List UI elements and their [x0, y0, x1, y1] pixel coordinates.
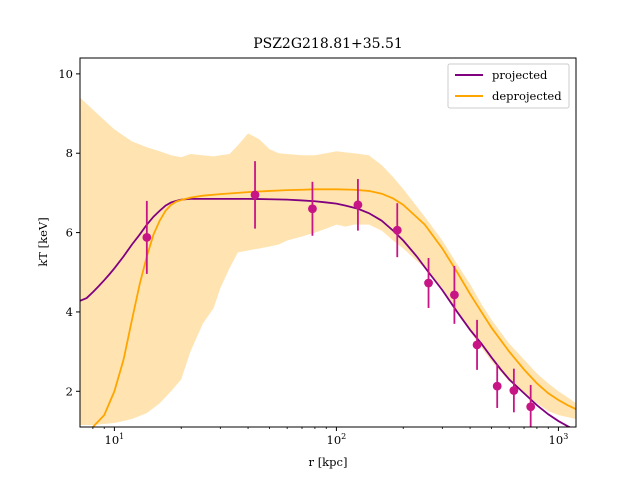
y-tick-label: 4 [66, 305, 73, 319]
data-point [250, 190, 260, 200]
data-point [492, 381, 502, 391]
series-line-projected [80, 197, 572, 427]
data-point [308, 204, 317, 214]
x-tick-label: 102 [327, 432, 347, 447]
data-point [526, 402, 536, 412]
x-tick-label: 101 [105, 432, 125, 447]
series-line-deprojected [91, 188, 576, 427]
data-point [392, 225, 402, 235]
x-tick-label: 103 [549, 432, 569, 447]
data-point [424, 278, 433, 288]
y-tick-label: 10 [58, 67, 73, 81]
data-point [142, 232, 152, 242]
chart-title: PSZ2G218.81+35.51 [253, 36, 403, 52]
data-point [450, 290, 459, 300]
deprojected-band [80, 97, 576, 426]
legend-label-deprojected: deprojected [492, 89, 562, 103]
y-tick-label: 2 [66, 384, 73, 398]
plot-layer [80, 97, 576, 427]
data-point [509, 386, 519, 395]
y-tick-label: 8 [66, 146, 73, 160]
plot-background [80, 58, 576, 427]
data-point [472, 340, 482, 350]
y-axis-label: kT [keV] [36, 217, 50, 266]
legend-label-projected: projected [492, 68, 548, 82]
axes-layer: 101 102 103 2 4 6 8 10 [58, 67, 568, 447]
x-axis-label: r [kpc] [309, 455, 348, 469]
plot-frame [79, 57, 577, 428]
legend: projected deprojected [447, 63, 570, 109]
y-tick-label: 6 [66, 226, 73, 240]
data-point [353, 200, 363, 210]
